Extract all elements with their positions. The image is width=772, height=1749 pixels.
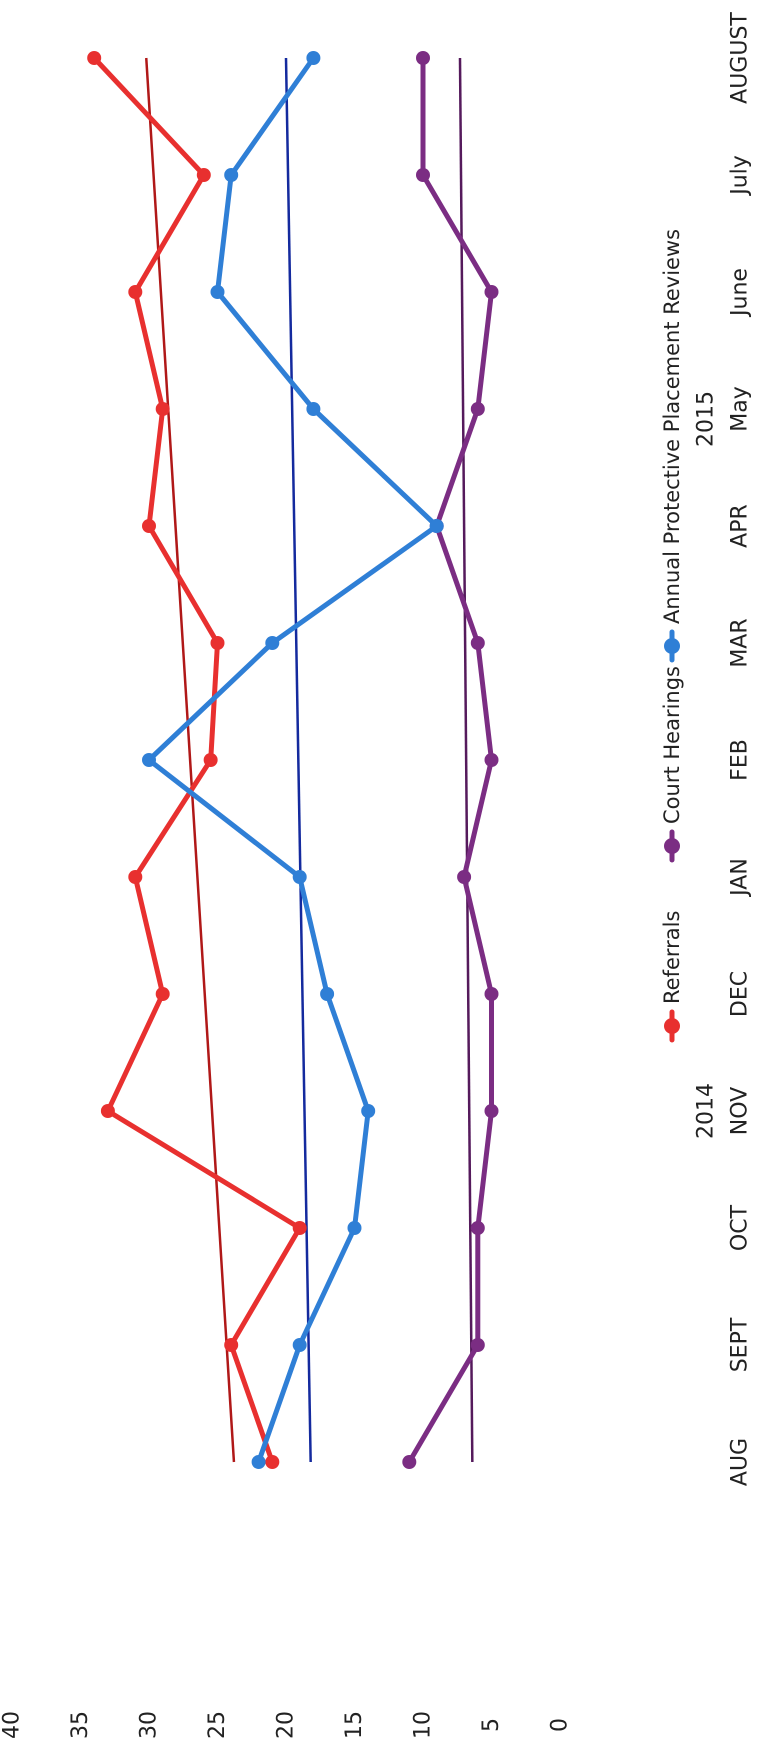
y-tick-label: 30 xyxy=(137,1711,162,1739)
data-point xyxy=(292,870,307,884)
year-label: 2015 xyxy=(694,391,719,447)
series-line xyxy=(91,55,303,1465)
data-point xyxy=(251,1455,266,1469)
legend-item: Referrals xyxy=(660,911,684,1043)
y-tick-label: 5 xyxy=(479,1718,504,1732)
x-tick-label: SEPT xyxy=(728,1317,753,1372)
x-tick-label: June xyxy=(728,268,753,318)
series-line xyxy=(146,55,440,1465)
y-tick-label: 15 xyxy=(342,1711,367,1739)
y-tick-label: 10 xyxy=(411,1711,436,1739)
legend-label: Court Hearings xyxy=(660,666,684,824)
x-tick-label: AUG xyxy=(728,1438,753,1486)
data-point xyxy=(142,753,156,767)
data-point xyxy=(457,870,472,884)
x-tick-label: FEB xyxy=(728,739,753,781)
series-group xyxy=(87,51,307,1469)
series-group xyxy=(142,51,444,1469)
legend-item: Court Hearings xyxy=(660,666,684,863)
data-point xyxy=(484,1104,499,1118)
x-tick-label: AUGUST xyxy=(728,12,753,104)
x-tick-label: DEC xyxy=(728,971,753,1017)
y-tick-label: 0 xyxy=(548,1718,573,1732)
data-point xyxy=(292,1338,307,1352)
data-point xyxy=(470,636,485,650)
legend-swatch-marker xyxy=(664,838,680,854)
series-lines xyxy=(87,51,499,1469)
data-point xyxy=(484,753,499,767)
series-line xyxy=(406,55,494,1465)
x-tick-label: July xyxy=(728,155,753,197)
data-point xyxy=(402,1455,417,1469)
data-point xyxy=(470,1221,485,1235)
y-axis-ticks: 0 5 10 15 20 25 30 35 40 xyxy=(0,1711,573,1739)
data-point xyxy=(416,51,430,65)
trend-line xyxy=(458,57,474,1463)
legend-item: Annual Protective Placement Reviews xyxy=(660,229,684,663)
data-point xyxy=(416,168,430,182)
data-point xyxy=(470,402,485,416)
data-point xyxy=(265,1455,280,1469)
data-point xyxy=(306,51,321,65)
x-tick-label: MAR xyxy=(728,618,753,667)
series-group xyxy=(402,51,499,1469)
data-point xyxy=(87,51,102,65)
legend: Referrals Court Hearings Annual Protective… xyxy=(660,229,684,1043)
trend-line xyxy=(284,57,312,1463)
x-axis-ticks: AUG SEPT OCT NOV DEC JAN FEB MAR APR May June July A… xyxy=(728,12,753,1487)
x-tick-label: OCT xyxy=(728,1204,753,1251)
trend-lines xyxy=(145,57,474,1463)
legend-swatch-marker xyxy=(664,1018,680,1034)
data-point xyxy=(128,285,143,299)
data-point xyxy=(224,168,239,182)
x-tick-label: JAN xyxy=(728,858,753,898)
x-tick-label: May xyxy=(728,386,753,431)
data-point xyxy=(196,168,211,182)
data-point xyxy=(484,987,499,1001)
data-point xyxy=(306,402,321,416)
data-point xyxy=(429,519,444,533)
y-tick-label: 35 xyxy=(68,1711,93,1739)
data-point xyxy=(203,753,218,767)
legend-label: Referrals xyxy=(660,911,684,1004)
legend-label: Annual Protective Placement Reviews xyxy=(660,229,684,624)
data-point xyxy=(155,987,170,1001)
data-point xyxy=(265,636,280,650)
x-tick-label: NOV xyxy=(728,1087,753,1135)
legend-swatch-marker xyxy=(664,638,680,654)
data-point xyxy=(128,870,143,884)
data-point xyxy=(320,987,335,1001)
y-tick-label: 20 xyxy=(274,1711,299,1739)
year-label: 2014 xyxy=(694,1083,719,1139)
x-tick-label: APR xyxy=(728,504,753,548)
data-point xyxy=(470,1338,485,1352)
data-point xyxy=(155,402,170,416)
data-point xyxy=(210,285,225,299)
data-point xyxy=(224,1338,239,1352)
data-point xyxy=(361,1104,376,1118)
trend-line xyxy=(145,57,236,1463)
data-point xyxy=(484,285,499,299)
y-tick-label: 25 xyxy=(205,1711,230,1739)
y-tick-label: 40 xyxy=(0,1711,25,1739)
year-labels: 2014 2015 xyxy=(694,391,719,1139)
data-point xyxy=(292,1221,307,1235)
data-point xyxy=(100,1104,115,1118)
data-point xyxy=(210,636,225,650)
data-point xyxy=(142,519,156,533)
data-point xyxy=(347,1221,362,1235)
